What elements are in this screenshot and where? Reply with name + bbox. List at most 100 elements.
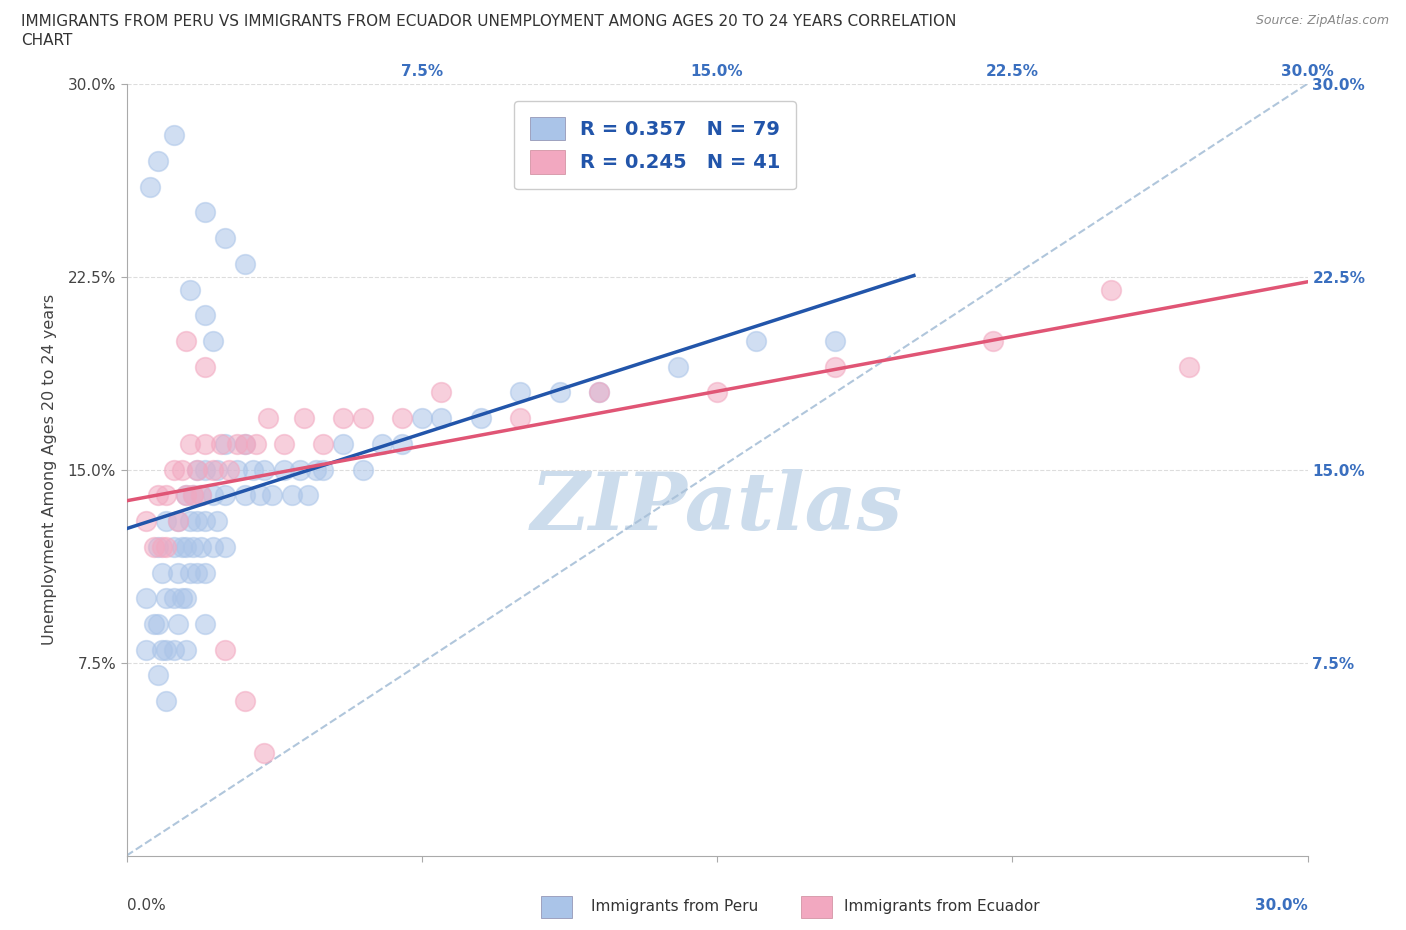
Point <box>214 539 236 554</box>
Point <box>183 539 205 554</box>
Point <box>312 436 335 451</box>
Point <box>352 462 374 477</box>
Point <box>174 643 197 658</box>
Point <box>150 539 173 554</box>
Point <box>1099 282 1122 297</box>
Point <box>233 488 256 503</box>
Point <box>174 539 197 554</box>
Point <box>174 334 197 349</box>
Point <box>183 488 205 503</box>
Point <box>190 539 212 554</box>
Point <box>824 334 846 349</box>
Point <box>391 436 413 451</box>
Point <box>233 436 256 451</box>
Text: 0.0%: 0.0% <box>127 898 166 913</box>
Text: 30.0%: 30.0% <box>1254 898 1308 913</box>
Point <box>186 513 208 528</box>
Point <box>297 488 319 503</box>
Legend: R = 0.357   N = 79, R = 0.245   N = 41: R = 0.357 N = 79, R = 0.245 N = 41 <box>515 101 796 190</box>
Point <box>155 643 177 658</box>
Point <box>745 334 768 349</box>
Point <box>205 462 228 477</box>
Point <box>135 643 157 658</box>
Point <box>666 359 689 374</box>
Point <box>202 488 225 503</box>
Point <box>194 565 217 580</box>
Point <box>179 565 201 580</box>
Point <box>242 462 264 477</box>
Point <box>430 385 453 400</box>
Point <box>166 565 188 580</box>
Point <box>214 436 236 451</box>
Point <box>371 436 394 451</box>
Point <box>179 513 201 528</box>
Point <box>470 411 492 426</box>
Point <box>174 488 197 503</box>
Point <box>253 462 276 477</box>
Point <box>155 539 177 554</box>
Point <box>194 359 217 374</box>
Point <box>186 462 208 477</box>
Point <box>430 411 453 426</box>
Point <box>135 513 157 528</box>
Point <box>588 385 610 400</box>
Point <box>214 231 236 246</box>
Point <box>253 745 276 760</box>
Point <box>225 436 247 451</box>
Point <box>233 694 256 709</box>
Point <box>706 385 728 400</box>
Point <box>190 488 212 503</box>
Point <box>273 462 295 477</box>
Point <box>155 591 177 605</box>
Point <box>233 257 256 272</box>
Point <box>202 334 225 349</box>
Point <box>143 539 166 554</box>
Point <box>163 643 186 658</box>
Text: Source: ZipAtlas.com: Source: ZipAtlas.com <box>1256 14 1389 27</box>
Point <box>155 513 177 528</box>
Point <box>1178 359 1201 374</box>
Point <box>292 411 315 426</box>
Point <box>205 513 228 528</box>
Point <box>166 513 188 528</box>
Point <box>548 385 571 400</box>
Point <box>146 668 169 683</box>
Point <box>332 436 354 451</box>
Point <box>170 539 193 554</box>
Point <box>209 436 232 451</box>
Point <box>257 411 280 426</box>
Point <box>150 565 173 580</box>
Text: CHART: CHART <box>21 33 73 47</box>
Point <box>163 539 186 554</box>
Point <box>411 411 433 426</box>
Point <box>194 513 217 528</box>
Point <box>281 488 304 503</box>
Point <box>981 334 1004 349</box>
Point <box>194 436 217 451</box>
Point <box>214 643 236 658</box>
Point <box>155 488 177 503</box>
Point <box>166 513 188 528</box>
Point <box>588 385 610 400</box>
Point <box>262 488 284 503</box>
Point <box>155 694 177 709</box>
Point <box>150 643 173 658</box>
Point <box>233 436 256 451</box>
Point <box>146 153 169 168</box>
Point <box>312 462 335 477</box>
Point <box>186 462 208 477</box>
Point <box>135 591 157 605</box>
Point <box>163 462 186 477</box>
Point <box>249 488 271 503</box>
Point <box>139 179 162 194</box>
Point <box>273 436 295 451</box>
Point <box>146 488 169 503</box>
Point <box>194 308 217 323</box>
Text: ZIPatlas: ZIPatlas <box>531 470 903 547</box>
Text: Immigrants from Ecuador: Immigrants from Ecuador <box>844 899 1039 914</box>
Y-axis label: Unemployment Among Ages 20 to 24 years: Unemployment Among Ages 20 to 24 years <box>42 294 56 645</box>
Point <box>194 462 217 477</box>
Point <box>163 127 186 142</box>
Point <box>245 436 267 451</box>
Point <box>146 539 169 554</box>
